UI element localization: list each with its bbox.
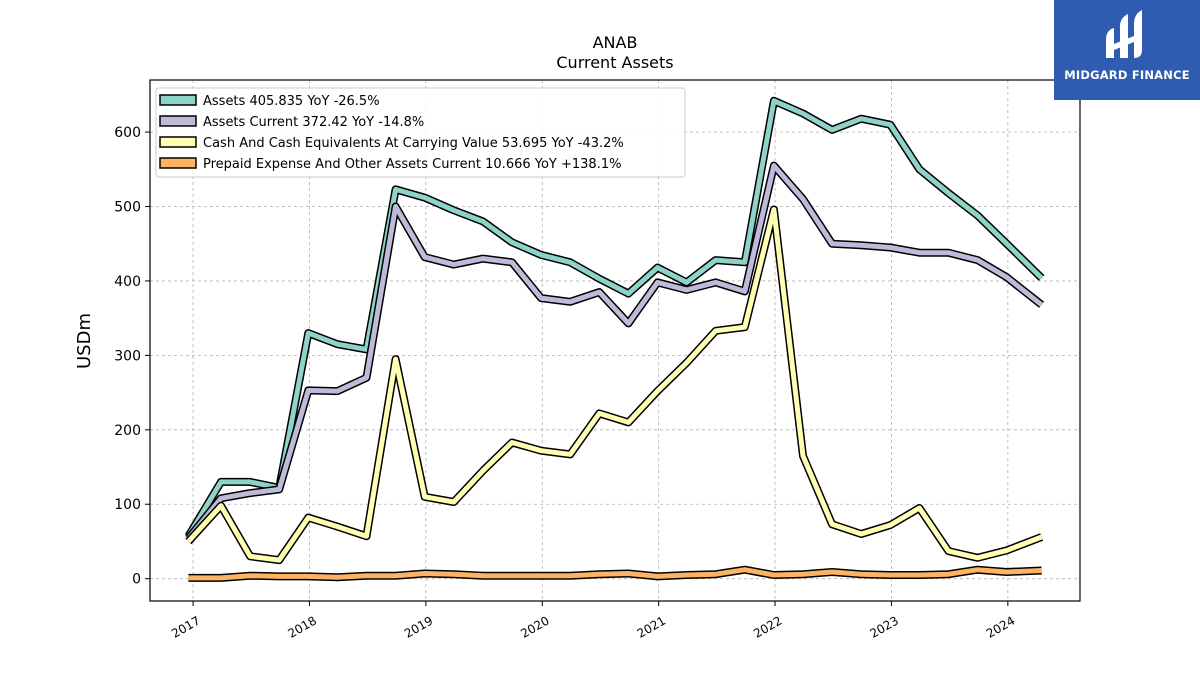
brand-logo-icon bbox=[1106, 10, 1142, 58]
y-axis-label: USDm bbox=[74, 313, 95, 369]
plot-frame bbox=[149, 79, 1081, 602]
brand-logo: MIDGARD FINANCE bbox=[1054, 0, 1200, 100]
legend-swatch bbox=[159, 157, 197, 169]
y-tick-label: 200 bbox=[114, 423, 141, 439]
y-tick-label: 500 bbox=[114, 200, 141, 216]
y-tick-label: 600 bbox=[114, 125, 141, 141]
brand-name: MIDGARD FINANCE bbox=[1064, 68, 1190, 82]
chart-title: ANAB bbox=[593, 33, 638, 52]
series-line bbox=[188, 567, 1042, 581]
axes: 0 100 200 300 400 500 600 2017 2018 2019 2020 2021 2… bbox=[114, 125, 1017, 641]
series-line bbox=[186, 98, 1044, 538]
x-tick-label: 2022 bbox=[751, 613, 784, 640]
y-tick-label: 400 bbox=[114, 274, 141, 290]
x-tick-label: 2019 bbox=[402, 613, 435, 640]
legend-label: Assets 405.835 YoY -26.5% bbox=[203, 94, 380, 109]
legend: Assets 405.835 YoY -26.5% Assets Current … bbox=[155, 87, 686, 178]
series-line-outline bbox=[185, 161, 1045, 542]
y-tick-label: 100 bbox=[114, 497, 141, 513]
y-tick-label: 300 bbox=[114, 348, 141, 364]
x-tick-label: 2020 bbox=[518, 613, 551, 640]
series-line bbox=[186, 163, 1044, 541]
legend-swatch bbox=[159, 136, 197, 148]
x-tick-label: 2018 bbox=[286, 613, 319, 640]
legend-label: Prepaid Expense And Other Assets Current… bbox=[203, 157, 621, 172]
y-tick-label: 0 bbox=[132, 572, 141, 588]
x-tick-label: 2024 bbox=[984, 613, 1017, 640]
series-line-outline bbox=[185, 205, 1044, 565]
legend-swatch bbox=[159, 115, 197, 127]
legend-label: Cash And Cash Equivalents At Carrying Va… bbox=[203, 136, 624, 151]
series-line bbox=[186, 207, 1043, 563]
grid bbox=[150, 80, 1080, 601]
legend-label: Assets Current 372.42 YoY -14.8% bbox=[203, 115, 424, 130]
series-lines bbox=[184, 96, 1045, 582]
legend-swatch bbox=[159, 94, 197, 106]
chart-subtitle: Current Assets bbox=[556, 53, 673, 72]
x-tick-label: 2017 bbox=[169, 613, 202, 640]
x-tick-label: 2023 bbox=[867, 613, 900, 640]
legend-box bbox=[155, 87, 686, 178]
x-tick-label: 2021 bbox=[635, 613, 668, 640]
